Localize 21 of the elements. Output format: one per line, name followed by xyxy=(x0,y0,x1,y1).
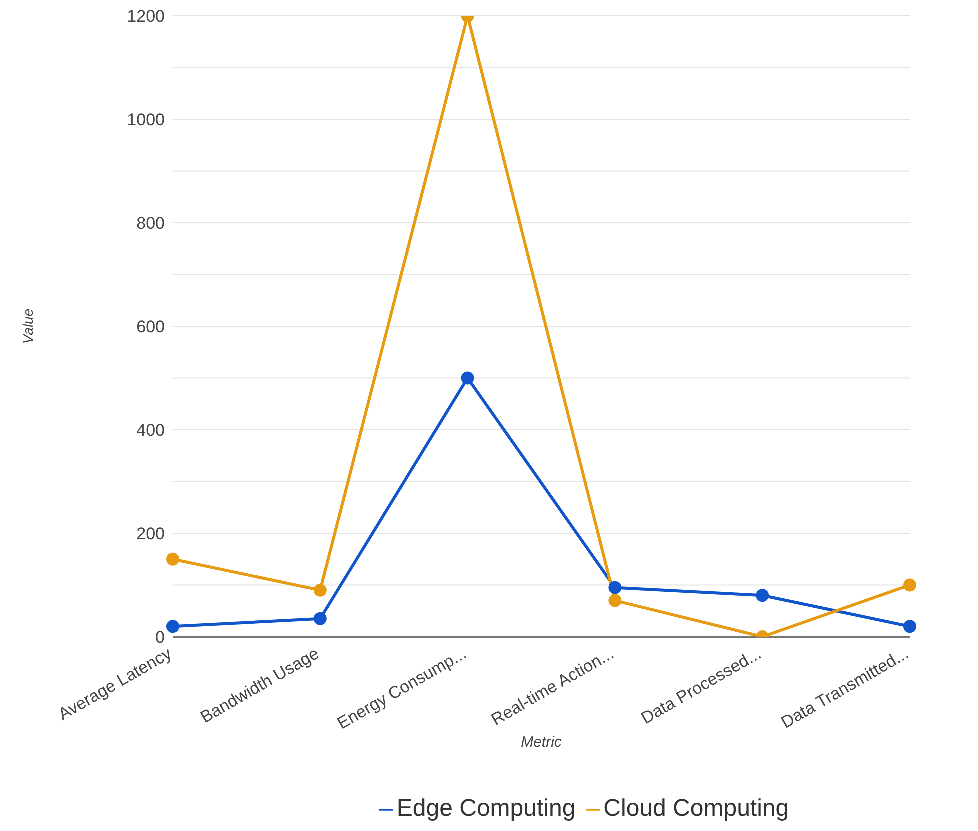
y-tick-label: 600 xyxy=(136,318,165,337)
y-axis-title: Value xyxy=(20,308,36,344)
y-tick-label: 1200 xyxy=(127,7,165,26)
point xyxy=(608,581,622,594)
point xyxy=(314,612,327,626)
point xyxy=(904,620,916,634)
y-tick-label: 200 xyxy=(136,524,165,544)
point xyxy=(608,594,622,608)
point xyxy=(166,552,180,566)
legend-label: Cloud Computing xyxy=(604,795,790,822)
point xyxy=(756,589,770,602)
legend-label: Edge Computing xyxy=(396,795,576,822)
point xyxy=(166,620,180,634)
y-tick-label: 0 xyxy=(156,628,165,648)
y-tick-label: 800 xyxy=(136,214,165,234)
point xyxy=(904,578,916,592)
point xyxy=(461,372,474,385)
y-tick-label: 400 xyxy=(136,421,165,440)
point xyxy=(314,584,327,597)
y-tick-label: 1000 xyxy=(127,110,165,130)
x-axis-title: Metric xyxy=(521,734,562,751)
